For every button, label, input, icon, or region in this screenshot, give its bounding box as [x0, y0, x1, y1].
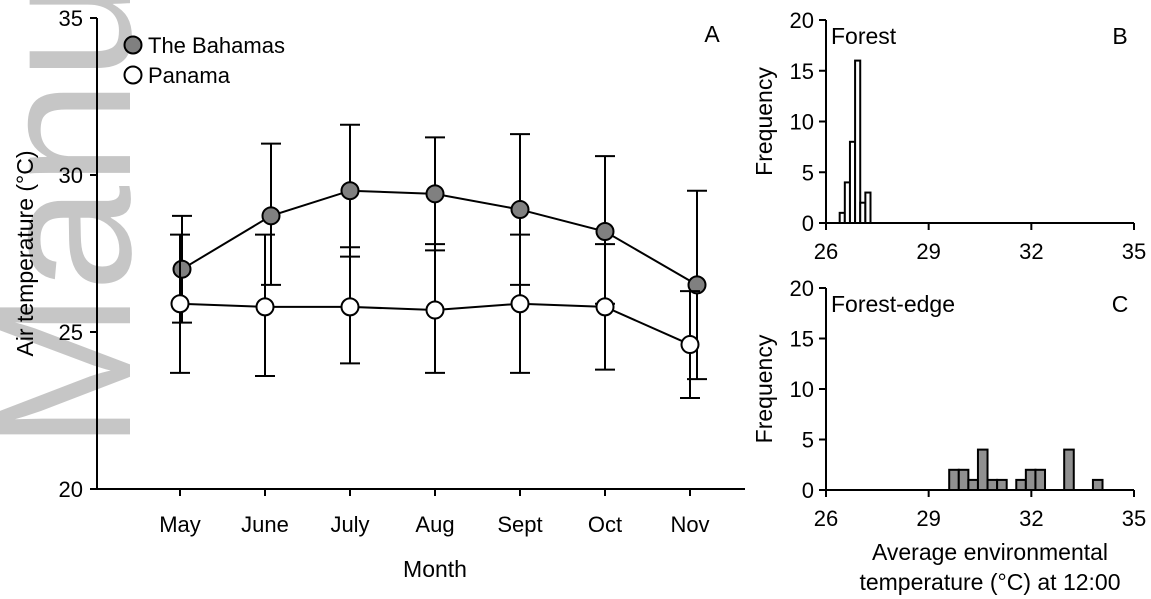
a-x-tick-label: Oct [588, 512, 622, 537]
c-histogram-bar [986, 478, 999, 491]
a-y-tick-label: 35 [59, 6, 83, 31]
a-data-point [261, 206, 281, 226]
a-data-point [425, 184, 445, 204]
a-x-tick-label: Nov [670, 512, 709, 537]
c-histogram-bar [948, 468, 960, 491]
a-data-point [425, 300, 445, 320]
c-y-axis-title: Frequency [751, 334, 777, 443]
a-data-point [340, 181, 360, 201]
b-y-tick-label: 10 [790, 110, 814, 135]
a-legend-marker [123, 35, 143, 55]
a-x-tick-label: Aug [415, 512, 454, 537]
a-data-point [340, 297, 360, 317]
c-y-tick-label: 10 [790, 377, 814, 402]
a-x-tick-label: Sept [497, 512, 542, 537]
c-panel-letter: C [1112, 291, 1129, 317]
c-panel-title: Forest-edge [831, 291, 955, 317]
a-data-point [595, 222, 615, 242]
a-panel-letter: A [704, 21, 720, 47]
c-histogram-bar [967, 478, 979, 491]
panel-b-forest-histogram: 0 5 10 15 20 26 29 32 35 Forest B Frequency [751, 8, 1146, 264]
b-x-tick-label: 26 [814, 239, 838, 264]
a-x-tick-label: June [241, 512, 289, 537]
a-data-point [170, 294, 190, 314]
b-x-tick-label: 35 [1122, 239, 1146, 264]
b-panel-title: Forest [831, 23, 897, 49]
b-y-tick-label: 5 [802, 160, 814, 185]
c-histogram-bar [1015, 478, 1027, 491]
a-data-point [595, 297, 615, 317]
a-legend-label: Panama [148, 63, 231, 88]
a-data-point [687, 275, 707, 295]
c-y-tick-label: 20 [790, 276, 814, 301]
b-panel-letter: B [1112, 23, 1127, 49]
a-data-point [510, 200, 530, 220]
c-x-tick-label: 35 [1122, 506, 1146, 531]
a-x-axis-title: Month [403, 556, 467, 582]
c-x-tick-label: 32 [1019, 506, 1043, 531]
c-x-axis-title-line: temperature (°C) at 12:00 [859, 569, 1120, 595]
c-histogram-bar [1091, 478, 1104, 491]
c-histogram-bar [1063, 448, 1075, 492]
a-y-tick-label: 25 [59, 320, 83, 345]
c-x-tick-label: 29 [916, 506, 940, 531]
a-y-tick-label: 30 [59, 163, 83, 188]
c-y-tick-label: 0 [802, 478, 814, 503]
c-y-tick-label: 15 [790, 327, 814, 352]
b-x-tick-label: 29 [916, 239, 940, 264]
a-x-tick-label: July [330, 512, 369, 537]
b-histogram-bar [854, 59, 862, 224]
a-data-point [510, 294, 530, 314]
a-y-tick-label: 20 [59, 477, 83, 502]
c-histogram-bar [1024, 468, 1037, 491]
a-legend-marker [123, 65, 143, 85]
a-data-point [172, 259, 192, 279]
panel-c-forest-edge-histogram: 0 5 10 15 20 26 29 32 35 Forest-edge C Frequency Ave… [751, 276, 1146, 595]
a-series-line-1 [181, 189, 698, 286]
a-x-tick-label: May [159, 512, 201, 537]
panel-a-line-chart: 20 25 30 35 May June July Aug Sept Oct Nov Month Air… [12, 6, 745, 582]
c-histogram-bar [976, 448, 989, 492]
b-histogram-bar [864, 191, 872, 225]
c-histogram-bar [957, 468, 970, 491]
a-data-point [255, 297, 275, 317]
a-y-axis-title: Air temperature (°C) [12, 150, 38, 356]
a-data-point [680, 335, 700, 355]
c-y-tick-label: 5 [802, 428, 814, 453]
b-y-tick-label: 15 [790, 59, 814, 84]
a-legend-label: The Bahamas [148, 33, 285, 58]
b-x-tick-label: 32 [1019, 239, 1043, 264]
b-y-axis-title: Frequency [751, 67, 777, 176]
c-x-axis-title-line: Average environmental [872, 539, 1108, 565]
b-y-tick-label: 20 [790, 8, 814, 33]
c-histogram-bar [996, 478, 1008, 491]
c-x-tick-label: 26 [814, 506, 838, 531]
c-histogram-bar [1034, 468, 1047, 491]
b-y-tick-label: 0 [802, 211, 814, 236]
